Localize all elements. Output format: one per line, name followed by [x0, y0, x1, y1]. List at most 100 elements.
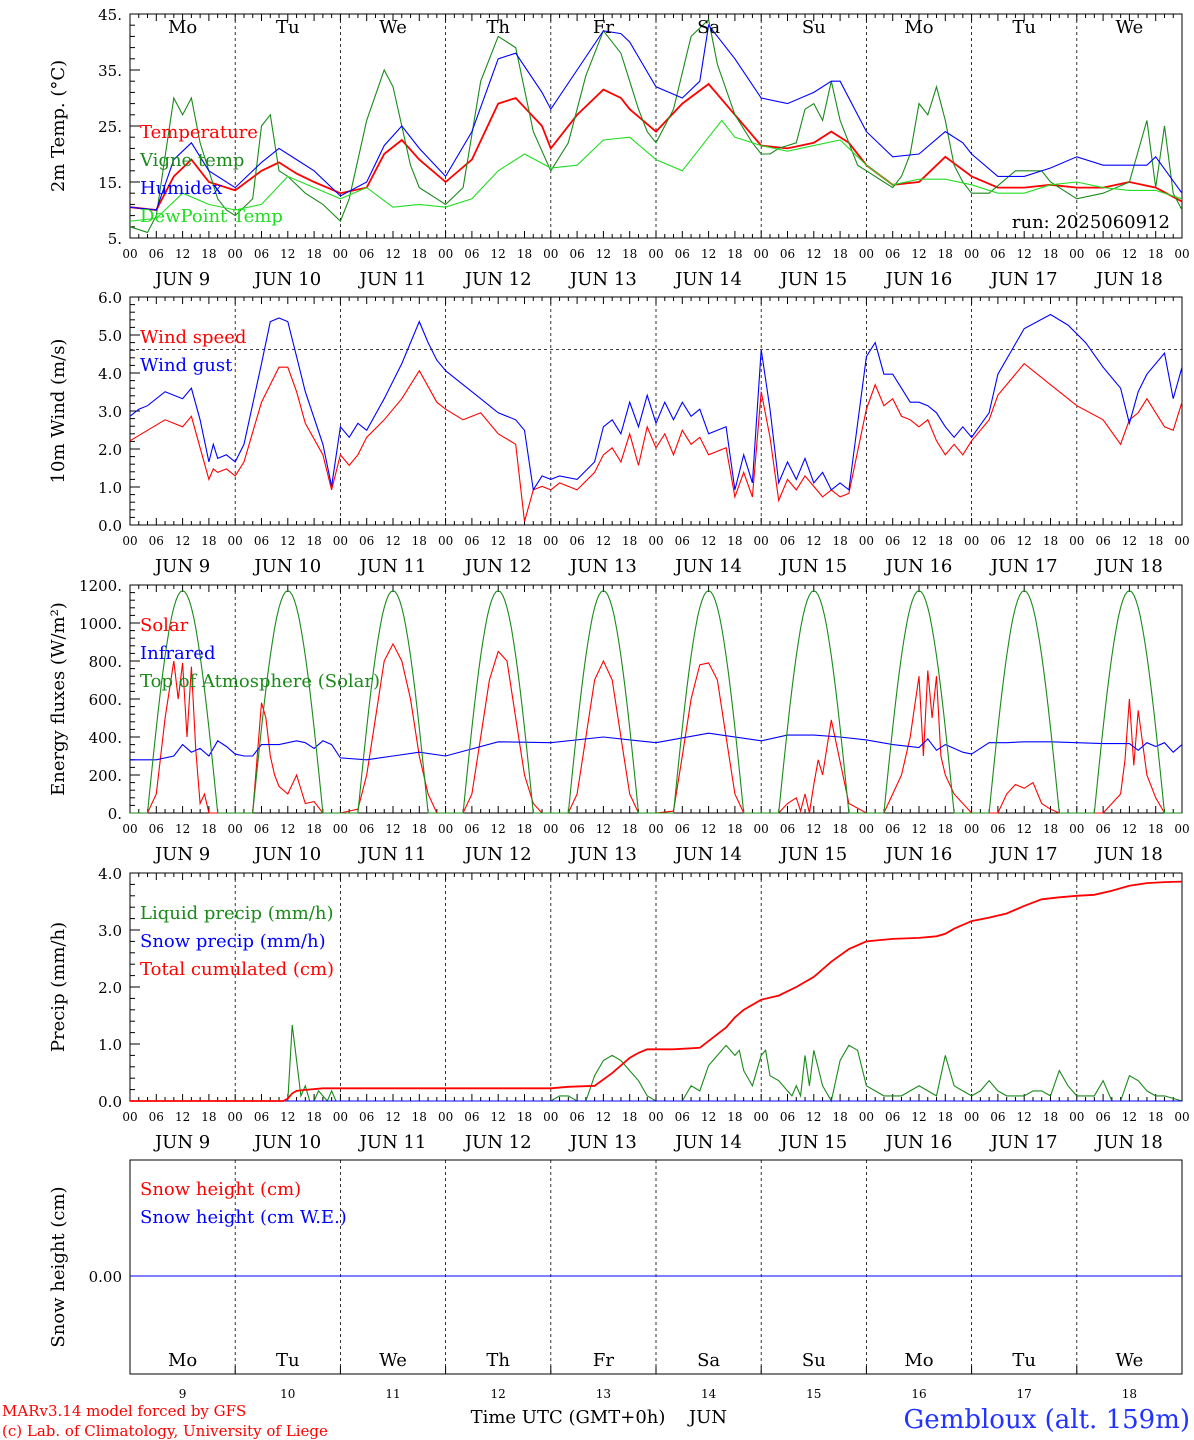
hour-label: 12: [1017, 822, 1032, 836]
day-number-label: 11: [385, 1387, 400, 1401]
hour-label: 06: [885, 822, 900, 836]
weekday-label: Mo: [168, 1350, 197, 1371]
legend-entry: Top of Atmosphere (Solar): [140, 671, 380, 692]
y-tick-label: 4.0: [98, 865, 122, 883]
legend-entry: Snow precip (mm/h): [140, 931, 326, 952]
hour-label: 12: [491, 822, 506, 836]
date-label: JUN 11: [358, 556, 427, 577]
weekday-label: Tu: [1012, 17, 1036, 38]
hour-label: 06: [1095, 247, 1110, 261]
hour-label: 00: [1069, 1110, 1084, 1124]
hour-label: 00: [1174, 247, 1189, 261]
hour-label: 06: [569, 534, 584, 548]
hour-label: 06: [254, 534, 269, 548]
weekday-label: Su: [802, 1350, 826, 1371]
day-number-label: 9: [179, 1387, 187, 1401]
weekday-label: Su: [802, 17, 826, 38]
hour-label: 12: [1017, 247, 1032, 261]
hour-label: 06: [359, 534, 374, 548]
hour-label: 00: [1069, 822, 1084, 836]
date-label: JUN 11: [358, 1132, 427, 1153]
series-group: [130, 590, 1183, 814]
hour-label: 00: [754, 247, 769, 261]
hour-label: 12: [806, 247, 821, 261]
hour-label: 06: [675, 247, 690, 261]
hour-label: 06: [149, 247, 164, 261]
hour-label: 00: [122, 1110, 137, 1124]
hour-label: 06: [885, 534, 900, 548]
hour-label: 18: [1043, 247, 1058, 261]
hour-label: 00: [438, 822, 453, 836]
hour-label: 12: [911, 822, 926, 836]
y-axis-label: Precip (mm/h): [48, 922, 69, 1052]
y-tick-label: 4.0: [98, 365, 122, 383]
y-tick-label: 2.0: [98, 979, 122, 997]
hour-label: 06: [569, 247, 584, 261]
footer-model-text: MARv3.14 model forced by GFS: [2, 1402, 246, 1420]
hour-label: 06: [149, 534, 164, 548]
date-label: JUN 16: [884, 556, 953, 577]
hour-label: 18: [517, 1110, 532, 1124]
hour-label: 00: [228, 534, 243, 548]
run-label: run: 2025060912: [1012, 212, 1170, 233]
y-tick-label: 1.0: [98, 479, 122, 497]
y-tick-label: 1000.: [79, 615, 122, 633]
hour-label: 06: [1095, 822, 1110, 836]
hour-label: 00: [1069, 247, 1084, 261]
hour-label: 06: [990, 1110, 1005, 1124]
hour-label: 00: [333, 247, 348, 261]
hour-label: 18: [622, 1110, 637, 1124]
legend-entry: DewPoint Temp: [140, 206, 283, 227]
weekday-label: Mo: [904, 17, 933, 38]
plot-frame: [129, 13, 1183, 239]
hour-label: 00: [543, 247, 558, 261]
hour-label: 06: [885, 247, 900, 261]
legend-entry: Liquid precip (mm/h): [140, 903, 334, 924]
legend-entry: Humidex: [140, 178, 222, 199]
hour-label: 12: [280, 822, 295, 836]
hour-label: 00: [859, 822, 874, 836]
date-label: JUN 16: [884, 1132, 953, 1153]
hour-label: 00: [754, 1110, 769, 1124]
hour-label: 00: [438, 1110, 453, 1124]
hour-label: 06: [1095, 534, 1110, 548]
day-number-label: 14: [701, 1387, 717, 1401]
weekday-label: Fr: [593, 1350, 614, 1371]
hour-label: 18: [832, 822, 847, 836]
hour-label: 18: [1148, 247, 1163, 261]
hour-label: 18: [517, 247, 532, 261]
hour-label: 18: [727, 822, 742, 836]
series-line-0: [129, 82, 1183, 211]
date-label: JUN 9: [153, 1132, 210, 1153]
series-group: [129, 18, 1183, 234]
hour-label: 18: [622, 247, 637, 261]
date-label: JUN 17: [989, 556, 1058, 577]
footer-copyright-text: (c) Lab. of Climatology, University of L…: [2, 1422, 328, 1440]
hour-label: 12: [1122, 822, 1137, 836]
date-label: JUN 17: [989, 844, 1058, 865]
hour-label: 18: [306, 534, 321, 548]
hour-label: 06: [569, 822, 584, 836]
date-label: JUN 10: [252, 1132, 321, 1153]
hour-label: 06: [464, 247, 479, 261]
y-tick-label: 35.: [98, 62, 122, 80]
date-label: JUN 18: [1094, 269, 1163, 290]
hour-label: 18: [938, 1110, 953, 1124]
hour-label: 12: [1017, 1110, 1032, 1124]
hour-label: 00: [964, 534, 979, 548]
y-tick-label: 0.: [108, 805, 122, 823]
legend-entry: Snow height (cm): [140, 1179, 301, 1200]
energy-panel: 0. 200. 400. 600. 800. 1000. 1200. Energy fluxe…: [48, 577, 1190, 865]
date-label: JUN 13: [568, 556, 637, 577]
hour-label: 00: [859, 534, 874, 548]
hour-label: 18: [201, 822, 216, 836]
hour-label: 06: [359, 247, 374, 261]
precip-panel: 0.0 1.0 2.0 3.0 4.0 Precip (mm/h) 00 06 12 18 00 06…: [48, 865, 1190, 1153]
hour-label: 18: [1043, 1110, 1058, 1124]
hour-label: 06: [254, 822, 269, 836]
hour-label: 00: [228, 822, 243, 836]
hour-label: 12: [491, 1110, 506, 1124]
series-group: [130, 880, 1183, 1103]
x-axis-month: JUN: [687, 1407, 727, 1428]
hour-label: 06: [149, 1110, 164, 1124]
